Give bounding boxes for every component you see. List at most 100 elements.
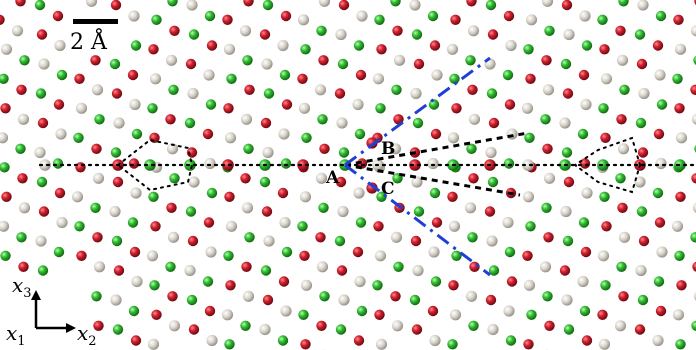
red-atom xyxy=(429,40,441,51)
grey-atom xyxy=(674,43,687,55)
green-atom xyxy=(337,58,349,70)
grey-atom xyxy=(297,14,310,26)
grey-atom xyxy=(692,202,696,213)
red-atom xyxy=(334,88,346,99)
grey-atom xyxy=(465,290,478,302)
green-atom xyxy=(562,235,574,247)
point-label-a: A xyxy=(325,168,340,188)
grey-atom xyxy=(225,220,238,232)
green-atom xyxy=(356,305,368,317)
green-atom xyxy=(690,232,696,243)
scale-bar xyxy=(73,19,118,24)
red-atom xyxy=(615,25,626,36)
red-atom xyxy=(110,0,122,11)
green-atom xyxy=(16,232,27,243)
green-atom xyxy=(35,88,47,99)
green-atom xyxy=(110,147,122,158)
grey-atom xyxy=(467,25,480,37)
grey-atom xyxy=(18,202,31,214)
red-atom xyxy=(390,291,401,302)
green-atom xyxy=(243,143,254,154)
red-atom xyxy=(691,173,696,184)
red-atom xyxy=(541,55,552,66)
green-atom xyxy=(127,217,139,228)
red-atom xyxy=(16,84,27,96)
green-atom xyxy=(301,132,312,143)
red-atom xyxy=(204,305,216,317)
grey-atom xyxy=(427,157,439,170)
grey-atom xyxy=(468,113,481,125)
green-atom xyxy=(430,276,442,287)
red-atom xyxy=(544,320,555,331)
red-atom xyxy=(76,250,87,261)
green-atom xyxy=(128,305,140,317)
grey-atom xyxy=(409,0,421,11)
red-atom xyxy=(130,335,142,346)
grey-atom xyxy=(316,261,329,273)
red-atom xyxy=(673,14,684,25)
grey-atom xyxy=(93,261,106,273)
red-atom xyxy=(600,132,611,143)
red-atom xyxy=(653,128,665,140)
green-atom xyxy=(672,73,683,85)
green-atom xyxy=(263,88,275,99)
green-atom xyxy=(130,40,142,51)
grey-atom xyxy=(130,187,142,199)
green-atom xyxy=(169,173,180,184)
green-atom xyxy=(560,58,572,70)
black-dashed-line-lower xyxy=(344,163,521,197)
grey-atom xyxy=(337,205,349,218)
red-atom xyxy=(676,280,687,291)
red-atom xyxy=(223,103,234,114)
green-atom xyxy=(335,324,347,335)
grey-atom xyxy=(39,159,51,171)
grey-atom xyxy=(240,113,253,125)
green-atom xyxy=(355,217,367,228)
grey-atom xyxy=(543,172,556,184)
grey-atom xyxy=(203,69,215,81)
grey-atom xyxy=(166,143,179,155)
green-atom xyxy=(73,132,84,143)
green-atom xyxy=(37,265,49,276)
green-atom xyxy=(242,55,253,66)
green-atom xyxy=(0,162,10,173)
green-atom xyxy=(488,265,500,276)
green-atom xyxy=(390,0,401,7)
red-atom xyxy=(202,128,214,140)
grey-atom xyxy=(55,128,67,140)
green-atom xyxy=(300,44,311,55)
grey-atom xyxy=(188,176,200,188)
green-atom xyxy=(597,14,608,25)
green-atom xyxy=(504,246,516,258)
grey-atom xyxy=(521,102,534,114)
green-atom xyxy=(90,202,101,213)
green-atom xyxy=(202,276,214,287)
green-atom xyxy=(579,305,591,317)
green-atom xyxy=(376,191,387,202)
red-atom xyxy=(318,55,329,66)
grey-atom xyxy=(165,54,178,66)
green-atom xyxy=(165,261,176,272)
red-atom xyxy=(280,10,292,22)
red-atom xyxy=(1,191,12,202)
grey-atom xyxy=(449,309,462,321)
grey-atom xyxy=(525,14,538,26)
grey-atom xyxy=(300,279,313,291)
green-atom xyxy=(318,202,329,213)
grey-atom xyxy=(221,309,234,321)
green-atom xyxy=(578,217,590,228)
red-atom xyxy=(127,69,139,81)
red-atom xyxy=(450,14,461,25)
green-atom xyxy=(635,117,647,129)
grey-atom xyxy=(299,191,312,203)
scale-bar-label: 2 Å xyxy=(70,30,107,55)
red-atom xyxy=(559,265,571,276)
green-atom xyxy=(204,10,216,22)
green-atom xyxy=(599,191,610,202)
green-atom xyxy=(409,294,421,306)
grey-atom xyxy=(656,246,668,258)
green-atom xyxy=(652,187,664,199)
grey-atom xyxy=(412,264,424,277)
red-atom xyxy=(374,309,385,320)
green-atom xyxy=(412,117,424,129)
